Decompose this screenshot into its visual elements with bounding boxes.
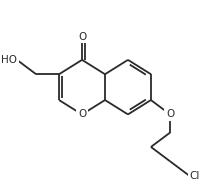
- Text: O: O: [166, 109, 174, 119]
- Text: Cl: Cl: [189, 171, 200, 181]
- Text: HO: HO: [1, 55, 17, 65]
- Text: O: O: [78, 32, 86, 42]
- Text: O: O: [78, 109, 86, 119]
